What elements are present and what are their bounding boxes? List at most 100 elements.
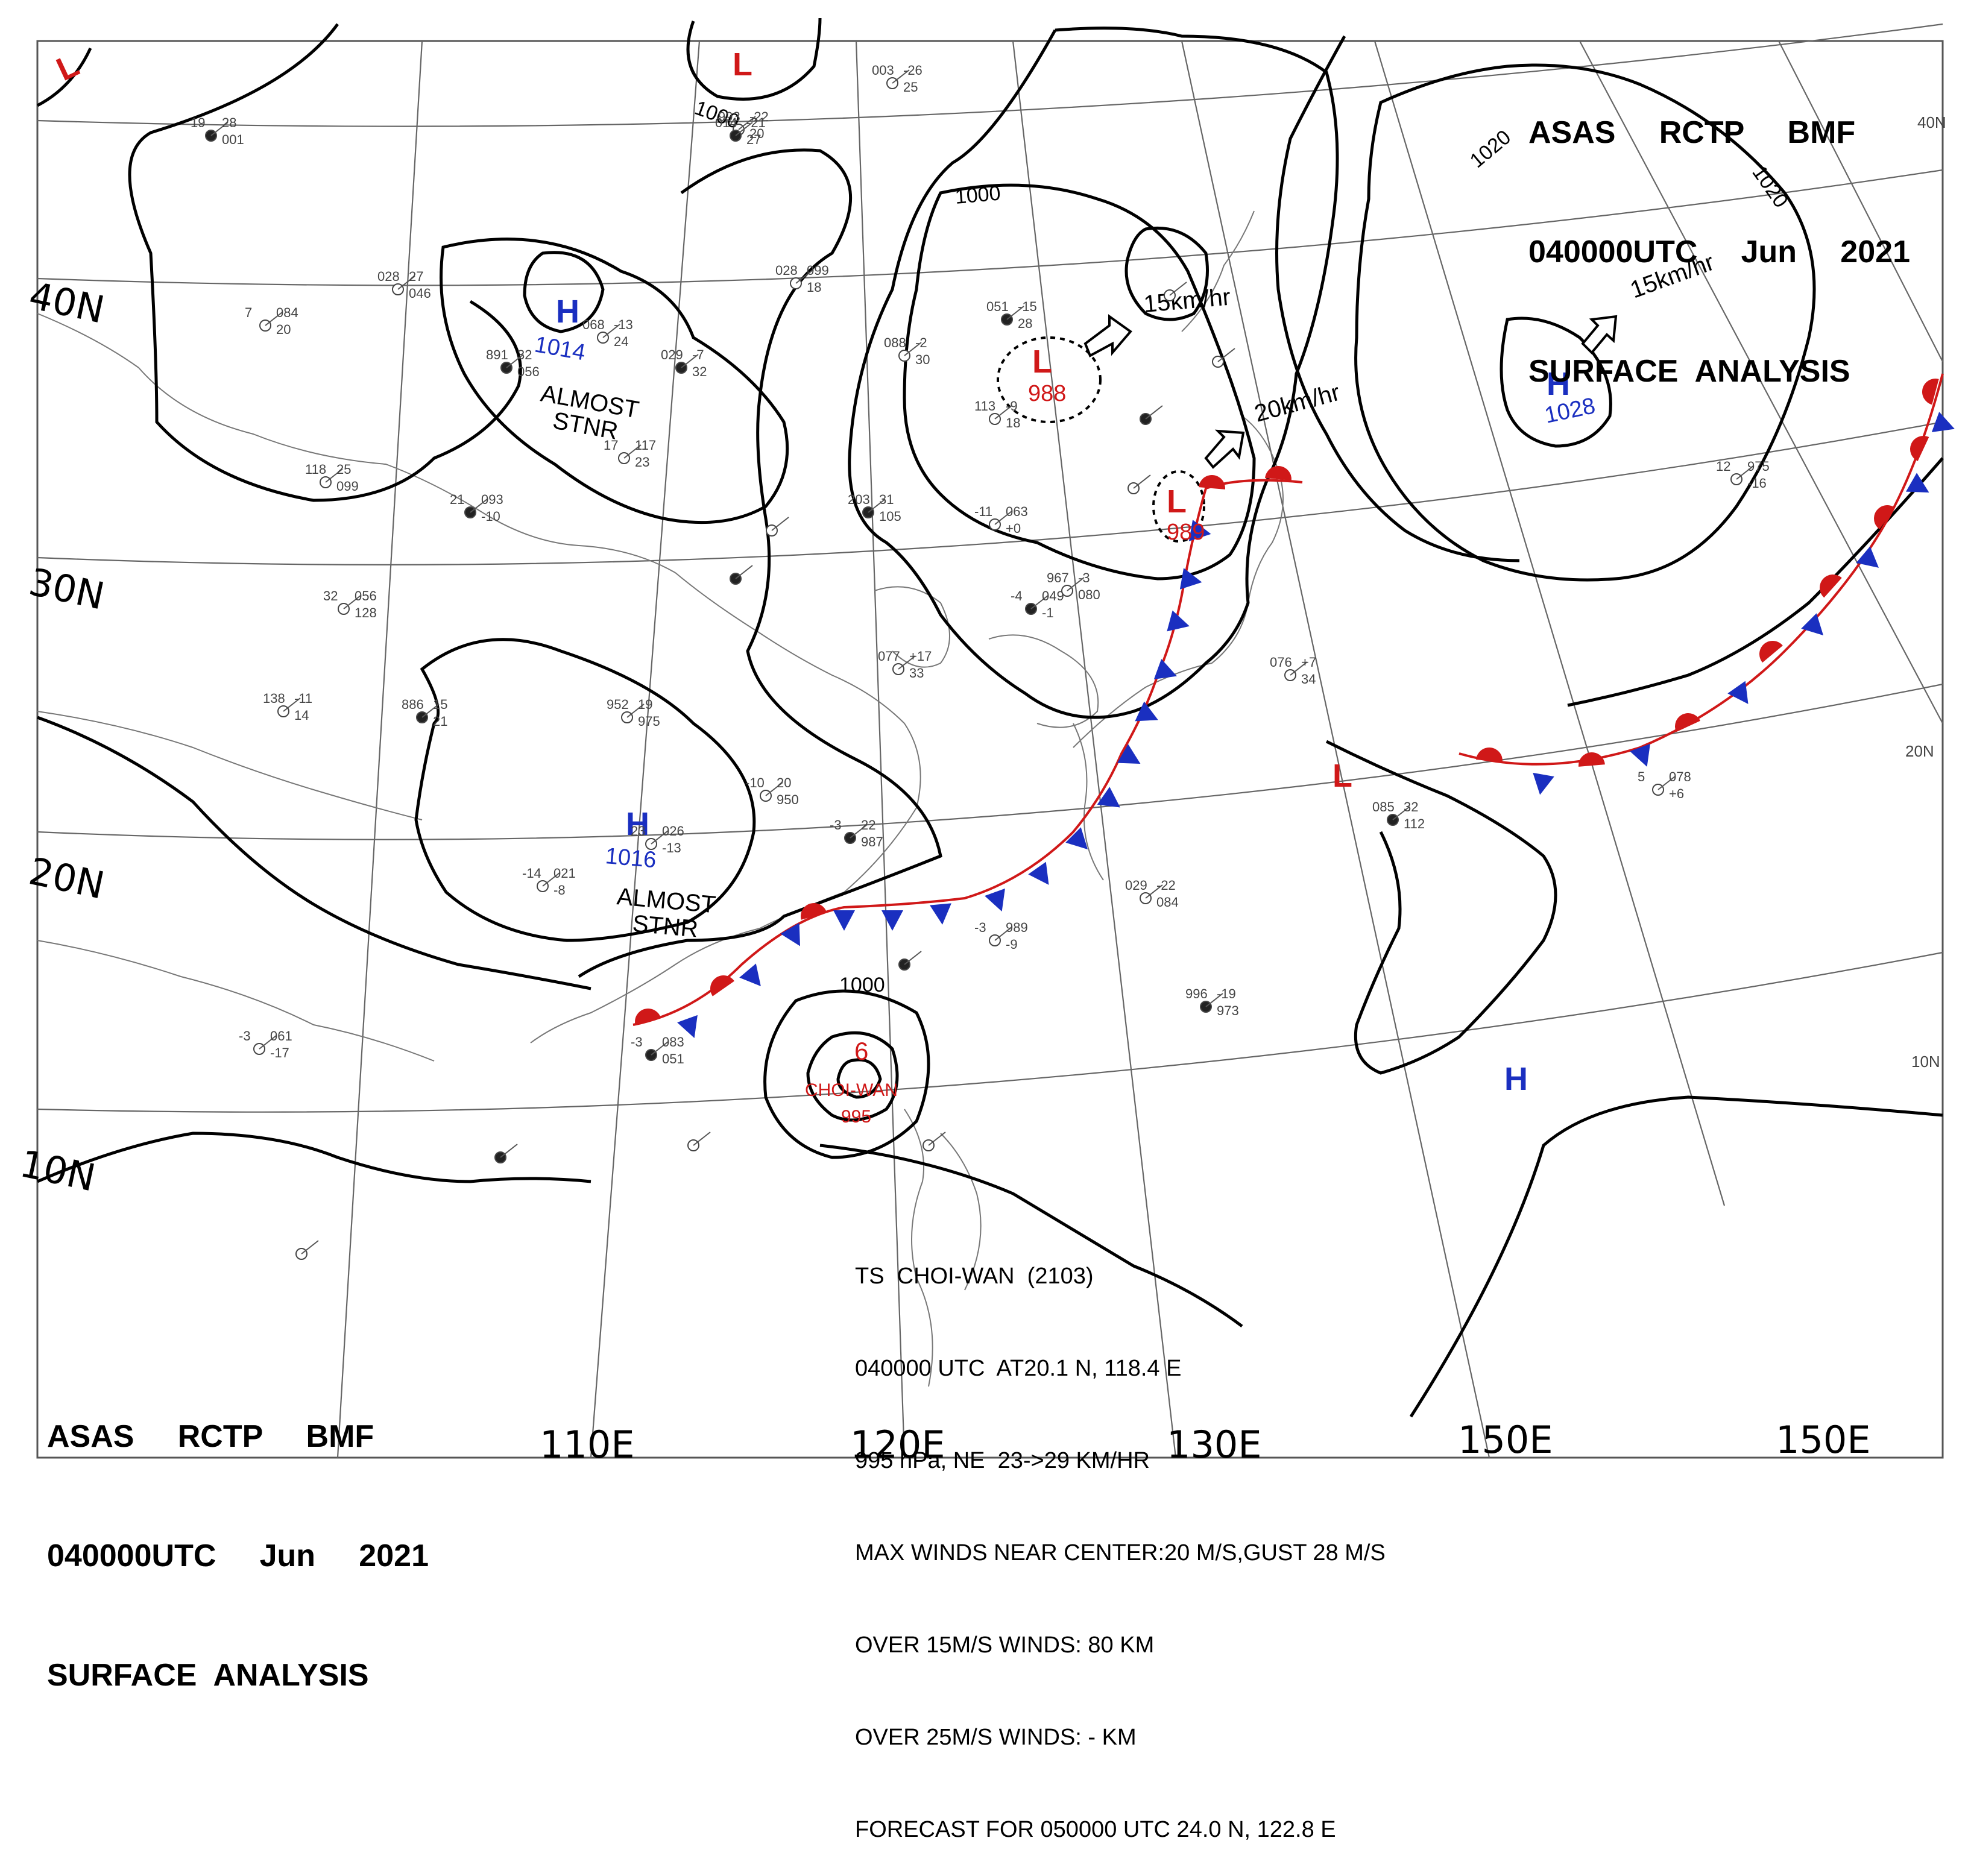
station-value: 975 — [638, 714, 660, 729]
station-value: 084 — [276, 305, 298, 320]
station-value: 046 — [409, 286, 431, 301]
cold-front-triangle — [1135, 701, 1158, 722]
station-value: +7 — [1301, 655, 1316, 670]
lon-label-130e: 130E — [1167, 1423, 1262, 1467]
map-frame — [36, 40, 1944, 1459]
cold-front-triangle — [1097, 787, 1120, 808]
tropical-storm-info: TS CHOI-WAN (2103) 040000 UTC AT20.1 N, … — [855, 1200, 1386, 1876]
edge-label-40n: 40N — [1917, 113, 1946, 131]
station-wind-barb — [343, 595, 361, 609]
station-wind-barb — [1736, 465, 1754, 480]
isobar-label: 1000 — [839, 974, 885, 996]
station-wind-barb — [500, 1144, 518, 1158]
station-value: +6 — [1669, 786, 1684, 801]
station-value: 886 — [402, 697, 424, 712]
stationary-note: STNR — [631, 910, 699, 942]
station-wind-barb — [1067, 577, 1085, 591]
station-value: 28 — [1018, 316, 1032, 331]
cold-front-triangle — [1153, 659, 1177, 679]
station-value: -22 — [749, 109, 769, 124]
station-wind-barb — [542, 872, 560, 887]
station-wind-barb — [1145, 405, 1163, 420]
station-wind-barb — [210, 122, 229, 136]
header-top-line2: 040000UTC Jun 2021 — [1528, 234, 1910, 269]
cold-front-triangle — [1856, 546, 1879, 568]
station-wind-barb — [738, 116, 756, 130]
station-wind-barb — [735, 122, 753, 136]
station-value: -7 — [692, 347, 704, 362]
cold-front-triangle — [882, 910, 903, 931]
station-wind-barb — [421, 704, 440, 718]
cold-front-triangle — [1065, 827, 1088, 850]
edge-label-10n: 10N — [1911, 1053, 1940, 1071]
station-value: 026 — [662, 823, 684, 839]
station-value: 056 — [517, 364, 540, 379]
warm-front-semicircle — [1820, 574, 1842, 598]
station-value: 083 — [662, 1034, 684, 1050]
header-bottom-line1: ASAS RCTP BMF — [47, 1419, 374, 1454]
station-wind-barb — [994, 405, 1012, 420]
ts-line3: 995 hPa, NE 23->29 KM/HR — [855, 1448, 1150, 1473]
station-value: 028 — [377, 269, 400, 284]
station-value: 19 — [638, 697, 652, 712]
cold-front-triangle — [1028, 861, 1049, 885]
cold-front-triangle — [1533, 772, 1554, 795]
header-top-line3: SURFACE ANALYSIS — [1528, 354, 1850, 389]
station-value: -15 — [1018, 299, 1037, 314]
warm-front-semicircle — [1578, 752, 1605, 767]
station-value: 30 — [915, 352, 930, 367]
station-value: 056 — [355, 588, 377, 603]
warm-front-semicircle — [1199, 475, 1225, 489]
station-value: 996 — [1185, 986, 1208, 1001]
ts-line7: FORECAST FOR 050000 UTC 24.0 N, 122.8 E — [855, 1817, 1336, 1842]
station-value: 23 — [635, 455, 649, 470]
ts-line2: 040000 UTC AT20.1 N, 118.4 E — [855, 1356, 1182, 1381]
station-wind-barb — [259, 1035, 277, 1050]
station-wind-barb — [898, 655, 916, 670]
longitude-grid — [336, 40, 1943, 1458]
station-wind-barb — [681, 354, 699, 368]
station-value: -9 — [1006, 937, 1018, 952]
station-value: -3 — [974, 920, 986, 935]
warm-front-semicircle — [1922, 379, 1939, 405]
station-value: 19 — [191, 115, 205, 130]
movement-arrow-icon — [1581, 315, 1618, 354]
cold-front-triangle — [1906, 473, 1929, 493]
station-value: 20 — [749, 126, 764, 141]
station-wind-barb — [1169, 282, 1187, 296]
station-wind-barb — [735, 565, 753, 579]
station-value: 27 — [409, 269, 423, 284]
cold-front-triangle — [985, 888, 1005, 911]
lon-label-150e-b: 150E — [1776, 1418, 1871, 1462]
station-value: -3 — [631, 1034, 643, 1050]
station-value: -1 — [1042, 605, 1054, 620]
station-value: 22 — [861, 817, 875, 833]
station-value: 063 — [1006, 504, 1028, 519]
station-value: 25 — [336, 462, 351, 477]
station-value: 029 — [661, 347, 683, 362]
station-value: 088 — [884, 335, 906, 350]
warm-front-semicircle — [635, 1009, 661, 1025]
station-value: -4 — [1011, 588, 1023, 603]
station-value: 14 — [294, 708, 309, 723]
station-value: 12 — [1716, 459, 1730, 474]
station-value: -3 — [830, 817, 842, 833]
station-value: 128 — [355, 605, 377, 620]
station-value: 989 — [1006, 920, 1028, 935]
station-wind-barb — [325, 468, 343, 483]
station-value: 21 — [450, 492, 464, 507]
station-value: 20 — [777, 775, 791, 790]
ts-line1: TS CHOI-WAN (2103) — [855, 1264, 1094, 1289]
station-wind-barb — [994, 511, 1012, 525]
station-value: 112 — [1404, 816, 1425, 831]
low-center-value: 989 — [1167, 520, 1205, 545]
station-value: -3 — [1078, 570, 1090, 585]
station-wind-barb — [904, 951, 922, 965]
station-value: -3 — [239, 1028, 251, 1043]
station-value: -11 — [294, 691, 312, 706]
movement-arrow-icon — [1204, 429, 1245, 469]
station-value: 973 — [1217, 1003, 1239, 1018]
warm-front-semicircle — [710, 975, 735, 996]
station-value: 203 — [848, 492, 870, 507]
station-value: 118 — [305, 462, 326, 477]
